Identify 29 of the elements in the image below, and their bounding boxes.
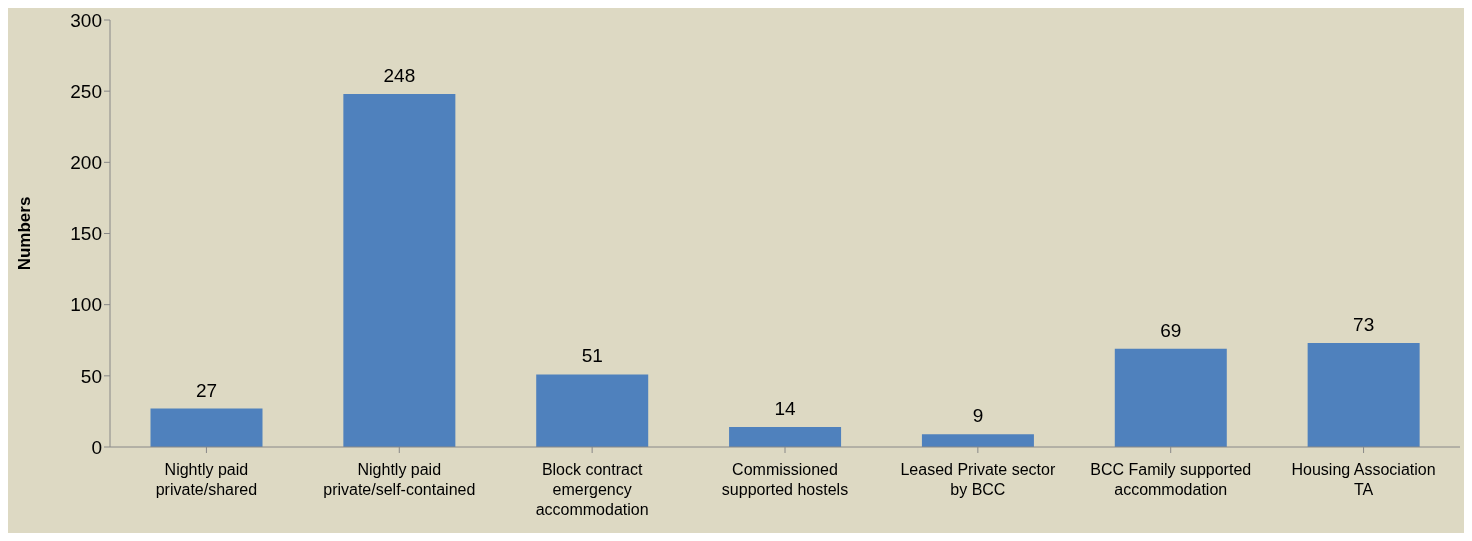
y-tick-label: 50 xyxy=(80,365,102,387)
x-tick-label: Commissioned supported hostels xyxy=(721,461,849,498)
data-label: 69 xyxy=(1160,319,1182,341)
bar xyxy=(1114,348,1227,447)
bar xyxy=(921,434,1034,447)
bar xyxy=(1307,343,1420,447)
y-tick-label: 250 xyxy=(70,80,102,102)
y-axis-title: Numbers xyxy=(15,196,35,271)
data-label: 9 xyxy=(972,405,984,427)
bar xyxy=(729,427,842,447)
x-tick-label: Nightly paid private/shared xyxy=(155,461,258,498)
bar xyxy=(343,94,456,447)
data-label: 14 xyxy=(774,398,797,420)
data-label: 27 xyxy=(195,379,218,401)
bar xyxy=(150,408,263,447)
x-tick-label: Nightly paid private/self-contained xyxy=(323,461,476,498)
data-label: 51 xyxy=(581,345,603,367)
y-tick-label: 300 xyxy=(70,9,102,31)
y-tick-label: 100 xyxy=(70,294,102,316)
y-tick-label: 0 xyxy=(91,436,102,458)
x-tick-label: Block contract emergency accommodation xyxy=(535,461,649,518)
x-tick-label: Housing Association TA xyxy=(1291,461,1436,498)
y-tick-label: 200 xyxy=(70,152,102,174)
bar xyxy=(536,374,649,447)
x-tick-label: Leased Private sector by BCC xyxy=(900,461,1056,498)
x-tick-label: BCC Family supported accommodation xyxy=(1090,461,1252,498)
y-tick-label: 150 xyxy=(70,223,102,245)
data-label: 73 xyxy=(1353,314,1375,336)
data-label: 248 xyxy=(383,65,416,87)
